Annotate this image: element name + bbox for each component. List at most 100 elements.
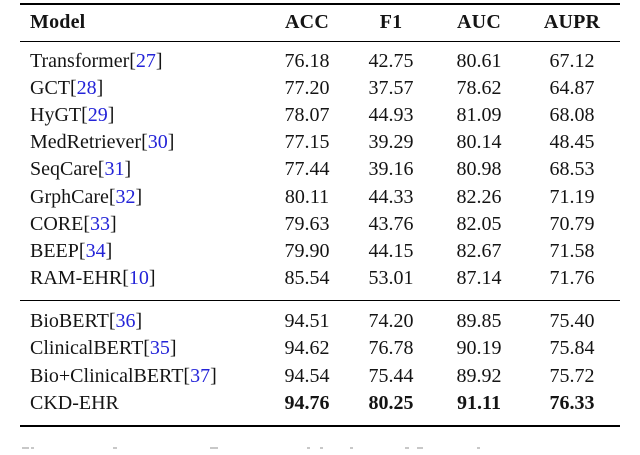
acc-value: 85.54: [284, 266, 330, 289]
bert-models-block: BioBERT[36] 94.51 74.20 89.85 75.40 Clin…: [20, 308, 620, 417]
citation-number[interactable]: 30: [147, 131, 168, 154]
citation-link[interactable]: [34]: [79, 240, 112, 262]
table-row: SeqCare[31] 77.44 39.16 80.98 68.53: [20, 156, 620, 183]
model-name: Bio+ClinicalBERT: [30, 364, 184, 387]
column-header-auc: AUC: [457, 10, 501, 33]
citation-number[interactable]: 34: [85, 239, 106, 262]
acc-value: 94.54: [284, 364, 330, 387]
f1-value: 53.01: [368, 266, 414, 289]
citation-link[interactable]: [28]: [70, 77, 103, 99]
table-row: BioBERT[36] 94.51 74.20 89.85 75.40: [20, 308, 620, 335]
citation-link[interactable]: [29]: [81, 104, 114, 126]
citation-link[interactable]: [27]: [129, 50, 162, 72]
aupr-value: 68.08: [549, 104, 595, 127]
model-name: MedRetriever: [30, 131, 142, 154]
model-cell: RAM-EHR[10]: [20, 267, 266, 290]
model-name: SeqCare: [30, 158, 98, 181]
table-row: HyGT[29] 78.07 44.93 81.09 68.08: [20, 102, 620, 129]
f1-value: 44.93: [368, 104, 414, 127]
citation-number[interactable]: 31: [104, 158, 125, 181]
citation-link[interactable]: [32]: [109, 186, 142, 208]
model-cell: HyGT[29]: [20, 104, 266, 127]
column-header-acc: ACC: [285, 10, 329, 33]
f1-value: 39.29: [368, 131, 414, 154]
citation-number[interactable]: 33: [90, 212, 111, 235]
table-row-proposed: CKD-EHR 94.76 80.25 91.11 76.33: [20, 390, 620, 417]
bracket-close: ]: [124, 158, 132, 181]
aupr-value: 48.45: [549, 131, 595, 154]
model-name: BEEP: [30, 239, 79, 262]
auc-value: 80.14: [456, 131, 502, 154]
bracket-close: ]: [169, 337, 177, 360]
citation-number[interactable]: 27: [135, 50, 156, 73]
citation-number[interactable]: 32: [115, 185, 136, 208]
acc-value: 79.90: [284, 239, 330, 262]
results-table: Model ACC F1 AUC AUPR Transformer[27] 76…: [20, 0, 620, 455]
model-name: HyGT: [30, 104, 82, 127]
auc-value: 87.14: [456, 266, 502, 289]
acc-value: 94.62: [284, 337, 330, 360]
citation-link[interactable]: [10]: [122, 267, 155, 289]
bracket-close: ]: [135, 310, 143, 333]
model-cell: BioBERT[36]: [20, 310, 266, 333]
citation-number[interactable]: 36: [115, 310, 136, 333]
bottom-rule: [20, 425, 620, 428]
aupr-value: 71.19: [549, 185, 595, 208]
citation-number[interactable]: 29: [87, 104, 108, 127]
auc-value: 82.05: [456, 212, 502, 235]
citation-link[interactable]: [31]: [98, 158, 131, 180]
acc-value: 78.07: [284, 104, 330, 127]
model-name: ClinicalBERT: [30, 337, 144, 360]
column-header-aupr: AUPR: [543, 10, 601, 33]
acc-value: 77.20: [284, 77, 330, 100]
citation-link[interactable]: [36]: [109, 310, 142, 332]
citation-link[interactable]: [30]: [141, 131, 174, 153]
model-name: GCT: [30, 77, 70, 100]
header-rule: [20, 41, 620, 43]
aupr-value: 64.87: [549, 77, 595, 100]
aupr-value: 75.84: [549, 337, 595, 360]
aupr-value: 70.79: [549, 212, 595, 235]
aupr-value: 75.72: [549, 364, 595, 387]
model-cell: ClinicalBERT[35]: [20, 337, 266, 360]
model-cell: CKD-EHR: [20, 392, 266, 415]
model-name: CKD-EHR: [30, 392, 119, 415]
aupr-value: 67.12: [549, 50, 595, 73]
bracket-open: [: [141, 131, 148, 154]
bracket-open: [: [129, 50, 136, 73]
table-row: Transformer[27] 76.18 42.75 80.61 67.12: [20, 48, 620, 75]
auc-value: 90.19: [456, 337, 502, 360]
auc-value: 80.98: [456, 158, 502, 181]
citation-number[interactable]: 10: [128, 266, 149, 289]
f1-value: 42.75: [368, 50, 414, 73]
clipped-caption-fragments: [20, 447, 620, 451]
table-row: MedRetriever[30] 77.15 39.29 80.14 48.45: [20, 129, 620, 156]
bracket-open: [: [183, 364, 191, 387]
f1-value: 80.25: [368, 392, 414, 415]
aupr-value: 68.53: [549, 158, 595, 181]
model-cell: GrphCare[32]: [20, 186, 266, 209]
f1-value: 74.20: [368, 310, 414, 333]
bracket-close: ]: [167, 131, 175, 154]
model-name: GrphCare: [30, 185, 109, 208]
bracket-close: ]: [105, 239, 113, 262]
acc-value: 76.18: [284, 50, 330, 73]
bracket-close: ]: [155, 50, 163, 73]
bracket-close: ]: [210, 364, 217, 387]
citation-link[interactable]: [35]: [143, 337, 176, 359]
model-name: RAM-EHR: [30, 266, 123, 289]
aupr-value: 71.76: [549, 266, 595, 289]
citation-link[interactable]: [37]: [183, 365, 216, 387]
citation-link[interactable]: [33]: [83, 213, 116, 235]
auc-value: 89.85: [456, 310, 502, 333]
auc-value: 89.92: [456, 364, 502, 387]
acc-value: 79.63: [284, 212, 330, 235]
citation-number[interactable]: 37: [190, 364, 211, 387]
bracket-open: [: [97, 158, 105, 181]
bracket-open: [: [78, 239, 86, 262]
auc-value: 91.11: [457, 392, 501, 415]
citation-number[interactable]: 35: [149, 337, 170, 360]
aupr-value: 76.33: [549, 392, 595, 415]
citation-number[interactable]: 28: [76, 77, 97, 100]
f1-value: 44.33: [368, 185, 414, 208]
